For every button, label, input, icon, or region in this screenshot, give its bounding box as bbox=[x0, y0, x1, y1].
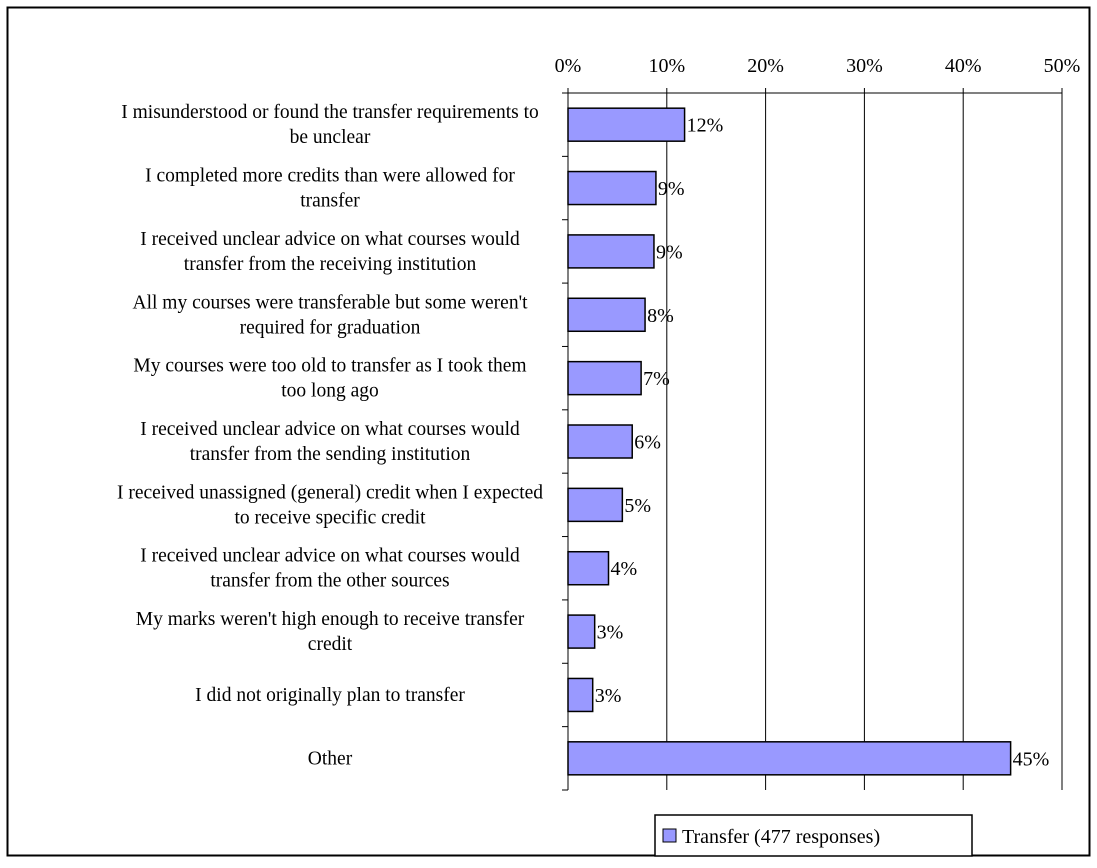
bar bbox=[567, 424, 633, 459]
data-label: 3% bbox=[597, 622, 624, 644]
axes bbox=[562, 88, 1063, 791]
legend-box bbox=[654, 814, 973, 857]
category-label: Other bbox=[308, 748, 353, 769]
bar bbox=[567, 360, 642, 396]
category-label: I received unclear advice on what course… bbox=[140, 229, 520, 275]
bar bbox=[567, 234, 655, 269]
category-label-line: My marks weren't high enough to receive … bbox=[136, 609, 525, 630]
category-label: All my courses were transferable but som… bbox=[133, 292, 529, 338]
data-label: 5% bbox=[624, 495, 651, 517]
bar bbox=[567, 550, 610, 586]
data-label: 7% bbox=[643, 368, 670, 390]
category-label-line: to receive specific credit bbox=[234, 507, 426, 528]
category-label-line: I did not originally plan to transfer bbox=[195, 685, 465, 706]
legend: Transfer (477 responses) bbox=[654, 814, 973, 857]
data-label: 8% bbox=[647, 305, 674, 327]
category-label-line: I received unclear advice on what course… bbox=[140, 229, 520, 250]
bar bbox=[567, 297, 646, 333]
category-label-line: My courses were too old to transfer as I… bbox=[133, 356, 526, 377]
x-tick-label: 30% bbox=[846, 55, 883, 77]
category-label-line: transfer from the sending institution bbox=[190, 444, 471, 465]
data-label: 45% bbox=[1013, 748, 1050, 770]
category-label: I misunderstood or found the transfer re… bbox=[121, 102, 539, 148]
category-label: I did not originally plan to transfer bbox=[195, 685, 465, 706]
category-label-line: I received unassigned (general) credit w… bbox=[117, 482, 543, 503]
category-label-line: I received unclear advice on what course… bbox=[140, 419, 520, 440]
data-label: 9% bbox=[656, 241, 683, 263]
bar bbox=[567, 487, 624, 523]
gridlines bbox=[666, 93, 1063, 790]
category-label: I completed more credits than were allow… bbox=[145, 166, 515, 212]
category-label-line: transfer from the receiving institution bbox=[184, 254, 477, 275]
category-label: I received unclear advice on what course… bbox=[140, 419, 520, 465]
category-label-line: I received unclear advice on what course… bbox=[140, 546, 520, 567]
category-label-line: I misunderstood or found the transfer re… bbox=[121, 102, 539, 123]
x-tick-label: 20% bbox=[747, 55, 784, 77]
chart-frame bbox=[6, 6, 1091, 857]
data-label: 6% bbox=[634, 432, 661, 454]
bar bbox=[567, 170, 657, 206]
labels: 0% 10% 20% 30% 40% 50% 12% I misunderstood or f… bbox=[117, 55, 1080, 770]
bar bbox=[567, 614, 596, 649]
category-label-line: transfer from the other sources bbox=[210, 571, 449, 592]
category-label: My courses were too old to transfer as I… bbox=[133, 356, 526, 402]
category-label-line: too long ago bbox=[281, 381, 379, 402]
bar bbox=[567, 741, 1012, 776]
data-label: 9% bbox=[658, 178, 685, 200]
category-label-line: I completed more credits than were allow… bbox=[145, 166, 515, 187]
x-tick-label: 10% bbox=[648, 55, 685, 77]
category-label-line: All my courses were transferable but som… bbox=[133, 292, 529, 313]
category-label: I received unclear advice on what course… bbox=[140, 546, 520, 592]
x-tick-label: 0% bbox=[555, 55, 582, 77]
category-label: My marks weren't high enough to receive … bbox=[136, 609, 525, 655]
bar bbox=[567, 677, 594, 713]
x-tick-label: 50% bbox=[1044, 55, 1081, 77]
legend-swatch bbox=[662, 828, 677, 843]
bar bbox=[567, 107, 686, 142]
category-label-line: be unclear bbox=[290, 127, 371, 148]
data-label: 12% bbox=[687, 115, 724, 137]
category-label-line: Other bbox=[308, 748, 353, 769]
data-label: 3% bbox=[595, 685, 622, 707]
category-label: I received unassigned (general) credit w… bbox=[117, 482, 543, 528]
category-label-line: transfer bbox=[300, 191, 360, 212]
x-tick-label: 40% bbox=[945, 55, 982, 77]
category-label-line: credit bbox=[308, 634, 353, 655]
data-label: 4% bbox=[611, 558, 638, 580]
legend-label: Transfer (477 responses) bbox=[682, 826, 880, 848]
category-label-line: required for graduation bbox=[240, 317, 421, 338]
